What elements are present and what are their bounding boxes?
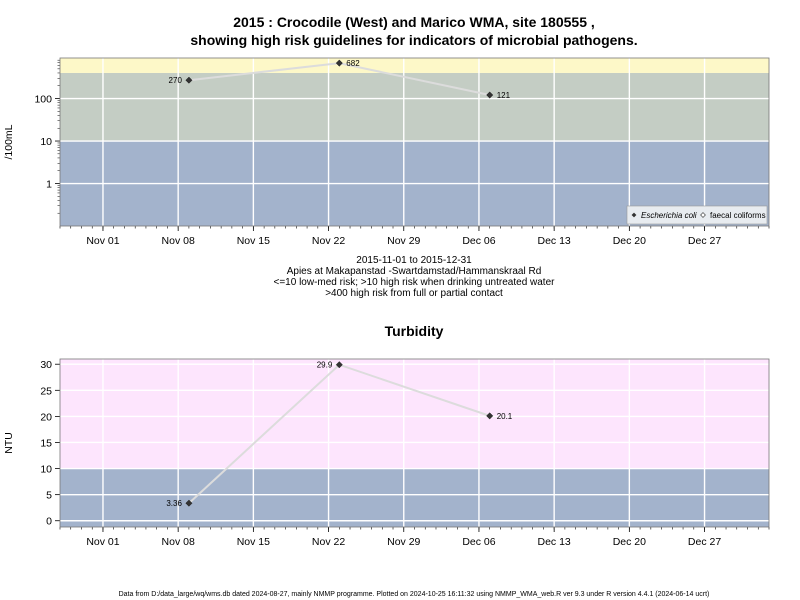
microbial-x-tick-label-1: Nov 08 [162, 235, 195, 247]
microbial-point-0-1 [335, 59, 343, 67]
turbidity-band-1 [60, 359, 769, 469]
microbial-legend-label-0: Escherichia coli [641, 211, 697, 220]
turbidity-band-0 [60, 468, 769, 527]
turbidity-point-0-1 [335, 361, 343, 369]
turbidity-x-tick-label-3: Nov 22 [312, 536, 345, 548]
microbial-x-tick-label-0: Nov 01 [86, 235, 119, 247]
turbidity-plot-border [59, 358, 770, 528]
microbial-legend-label-1: faecal coliforms [710, 211, 766, 220]
microbial-band-1 [60, 72, 769, 142]
turbidity-x-tick-label-2: Nov 15 [237, 536, 270, 548]
microbial-x-tick-label-7: Dec 20 [613, 235, 646, 247]
microbial-x-tick-label-6: Dec 13 [538, 235, 571, 247]
microbial-legend-box [626, 205, 768, 225]
turbidity-x-tick-label-1: Nov 08 [162, 536, 195, 548]
chart-title-line1: 2015 : Crocodile (West) and Marico WMA, … [233, 14, 595, 30]
microbial-panel: Nov 01 Nov 08 Nov 15 Nov 22 Nov 29 Dec 06 Dec … [3, 57, 770, 247]
turbidity-point-0-2 [486, 412, 494, 420]
turbidity-y-tick-label-1: 5 [46, 490, 52, 502]
subtitle-date-range: 2015-11-01 to 2015-12-31 [356, 255, 472, 266]
microbial-point-label-0-2: 121 [497, 91, 511, 100]
turbidity-point-label-0-0: 3.36 [166, 499, 182, 508]
turbidity-y-tick-label-2: 10 [40, 464, 52, 476]
turbidity-y-tick-label-4: 20 [40, 411, 52, 423]
turbidity-point-label-0-2: 20.1 [497, 412, 513, 421]
turbidity-x-tick-label-0: Nov 01 [86, 536, 119, 548]
turbidity-point-label-0-1: 29.9 [317, 361, 333, 370]
turbidity-x-tick-label-4: Nov 29 [387, 536, 420, 548]
microbial-y-tick-label-0: 1 [46, 179, 52, 191]
microbial-x-tick-label-5: Dec 06 [462, 235, 495, 247]
microbial-point-0-2 [486, 91, 494, 99]
footer-note: Data from D:/data_large/wq/wms.db dated … [119, 591, 710, 598]
chart-title-line2: showing high risk guidelines for indicat… [190, 32, 637, 48]
turbidity-y-tick-label-5: 25 [40, 385, 52, 397]
turbidity-x-tick-label-8: Dec 27 [688, 536, 721, 548]
turbidity-y-tick-label-0: 0 [46, 516, 52, 528]
subtitle-guideline-drinking: <=10 low-med risk; >10 high risk when dr… [274, 277, 556, 288]
microbial-legend-marker-1 [700, 212, 706, 218]
turbidity-x-tick-label-7: Dec 20 [613, 536, 646, 548]
microbial-y-tick-label-1: 10 [40, 136, 52, 148]
turbidity-y-tick-label-6: 30 [40, 359, 52, 371]
turbidity-y-axis-label: NTU [3, 432, 15, 454]
microbial-y-axis-label: /100mL [3, 124, 15, 159]
microbial-point-label-0-1: 682 [346, 59, 360, 68]
turbidity-panel: Nov 01 Nov 08 Nov 15 Nov 22 Nov 29 Dec 06 Dec … [3, 358, 770, 548]
subtitle-site: Apies at Makapanstad -Swartdamstad/Hamma… [287, 266, 542, 277]
turbidity-y-tick-label-3: 15 [40, 437, 52, 449]
microbial-point-0-0 [185, 76, 193, 84]
microbial-x-tick-label-8: Dec 27 [688, 235, 721, 247]
microbial-legend-marker-0 [631, 212, 637, 218]
subtitle-guideline-contact: >400 high risk from full or partial cont… [325, 288, 503, 299]
turbidity-x-tick-label-5: Dec 06 [462, 536, 495, 548]
microbial-band-2 [60, 58, 769, 73]
turbidity-x-tick-label-6: Dec 13 [538, 536, 571, 548]
microbial-x-tick-label-2: Nov 15 [237, 235, 270, 247]
microbial-plot-border [59, 57, 770, 227]
microbial-y-tick-label-2: 100 [34, 94, 52, 106]
microbial-x-tick-label-3: Nov 22 [312, 235, 345, 247]
microbial-x-tick-label-4: Nov 29 [387, 235, 420, 247]
microbial-point-label-0-0: 270 [169, 76, 183, 85]
turbidity-title: Turbidity [385, 323, 444, 339]
turbidity-point-0-0 [185, 499, 193, 507]
